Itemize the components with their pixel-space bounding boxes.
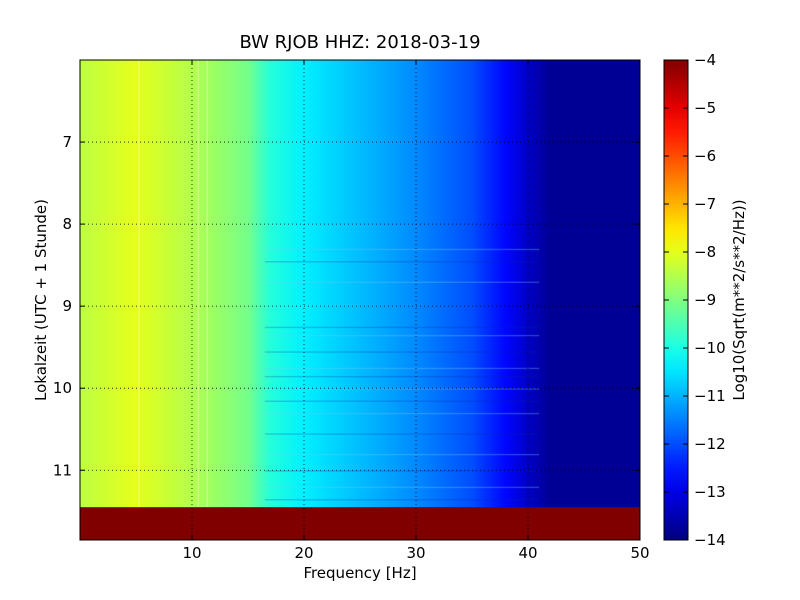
spectrogram-streak xyxy=(264,470,540,472)
spectrogram-streaks xyxy=(138,60,540,508)
x-tick-label: 10 xyxy=(182,544,201,562)
x-tick-label: 50 xyxy=(630,544,649,562)
grid-lines xyxy=(80,60,640,540)
x-tick-label: 30 xyxy=(406,544,425,562)
y-tick-label: 9 xyxy=(62,297,72,315)
x-axis-label: Frequency [Hz] xyxy=(303,564,416,582)
spectrogram-streak xyxy=(264,433,540,435)
colorbar-tick-label: −7 xyxy=(694,195,716,213)
spectrogram-image xyxy=(80,60,640,540)
x-tick-label: 40 xyxy=(518,544,537,562)
y-tick-label: 11 xyxy=(53,461,72,479)
colorbar-tick-label: −13 xyxy=(694,483,726,501)
y-tick-label: 7 xyxy=(62,133,72,151)
spectrogram-streak xyxy=(264,453,540,456)
y-axis-ticks: 7 8 9 10 11 xyxy=(53,133,640,479)
colorbar-tick-label: −9 xyxy=(694,291,716,309)
spectrogram-streak xyxy=(264,248,540,251)
colorbar-tick-label: −4 xyxy=(694,51,716,69)
y-axis-label: Lokalzeit (UTC + 1 Stunde) xyxy=(32,199,50,401)
no-data-band xyxy=(80,507,640,540)
colorbar-tick-label: −14 xyxy=(694,531,726,549)
colorbar-tick-label: −6 xyxy=(694,147,716,165)
spectrogram-streak xyxy=(264,486,540,489)
spectrogram-streak xyxy=(264,326,540,329)
y-tick-label: 10 xyxy=(53,379,72,397)
colorbar-ticks: −4 −5 −6 −7 −8 −9 −10 −11 −12 −13 −14 xyxy=(664,51,726,549)
spectrogram-streak xyxy=(264,261,540,263)
plot-frame xyxy=(79,59,641,541)
spectrogram-streak xyxy=(138,60,140,508)
colorbar-tick-label: −12 xyxy=(694,435,726,453)
colorbar-tick-label: −5 xyxy=(694,99,716,117)
spectrogram-streak xyxy=(264,367,540,370)
spectrogram-streak xyxy=(264,498,540,501)
spectrogram-streak xyxy=(206,60,209,508)
colorbar-tick-label: −10 xyxy=(694,339,726,357)
spectrogram-streak xyxy=(264,375,540,378)
spectrogram-streak xyxy=(264,334,540,337)
y-tick-label: 8 xyxy=(62,215,72,233)
spectrogram-streak xyxy=(264,281,540,284)
x-axis-ticks: 10 20 30 40 50 xyxy=(182,60,650,562)
colorbar-label: Log10(Sqrt(m**2/s**2/Hz)) xyxy=(730,199,748,400)
spectrogram-streak xyxy=(264,400,540,403)
spectrogram-streak xyxy=(264,388,540,390)
colorbar-tick-label: −8 xyxy=(694,243,716,261)
chart-title: BW RJOB HHZ: 2018-03-19 xyxy=(239,32,480,53)
spectrogram-plot-area xyxy=(80,60,640,540)
spectrogram-streak xyxy=(264,351,540,353)
spectrogram-streak xyxy=(264,412,540,415)
colorbar-tick-label: −11 xyxy=(694,387,726,405)
spectrogram-streak xyxy=(197,60,200,508)
x-tick-label: 20 xyxy=(294,544,313,562)
